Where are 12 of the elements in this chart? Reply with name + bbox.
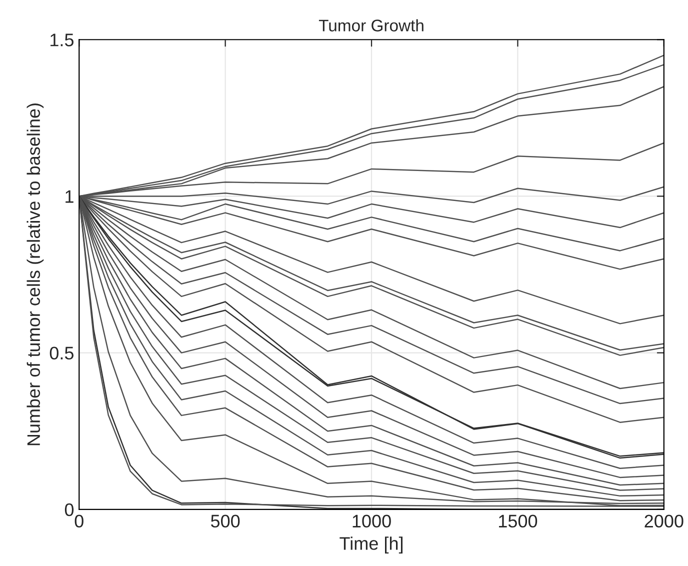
chart-title: Tumor Growth (318, 19, 424, 32)
x-tick-label: 2000 (644, 514, 684, 528)
y-axis-title: Number of tumor cells (relative to baseline) (26, 104, 44, 446)
y-tick-label: 1 (66, 190, 74, 203)
x-tick-label: 500 (210, 514, 240, 528)
y-tick-label: 0 (64, 503, 74, 516)
x-tick-label: 0 (74, 514, 84, 528)
x-tick-label: 1500 (499, 514, 538, 528)
y-tick-label: 0.5 (50, 346, 74, 360)
x-axis-title: Time [h] (340, 536, 403, 554)
y-tick-label: 1.5 (50, 34, 74, 46)
x-tick-label: 1000 (352, 514, 391, 528)
